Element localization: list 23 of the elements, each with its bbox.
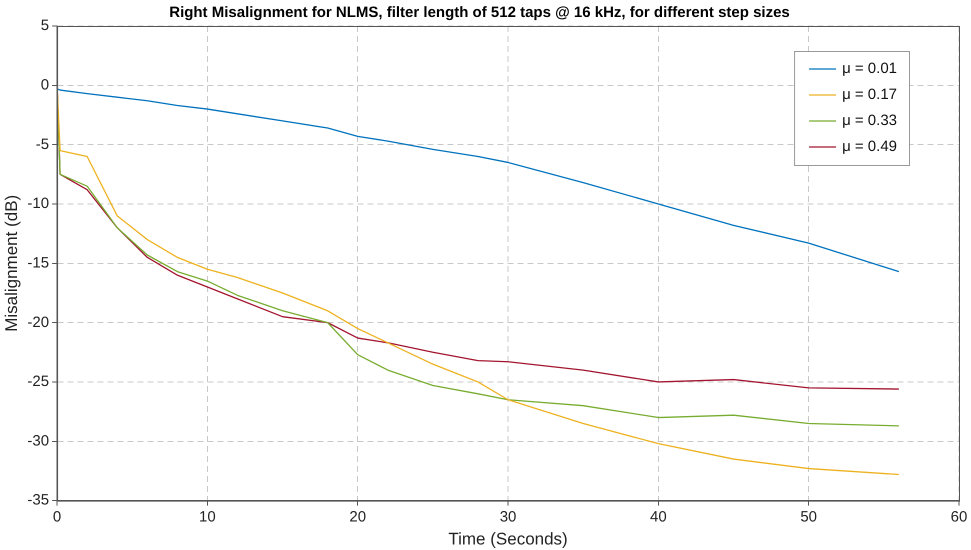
y-tick-label: 0 [40,76,50,94]
y-tick-label: -35 [27,492,50,509]
y-tick-label: -15 [27,254,50,272]
chart-title: Right Misalignment for NLMS, filter length of 512 taps @ 16 kHz, for different step sizes [169,4,790,22]
x-tick-label: 10 [199,508,216,526]
legend-label: μ = 0.49 [842,138,898,156]
legend-label: μ = 0.33 [842,112,898,130]
y-tick-label: -25 [27,373,50,390]
y-tick-label: -20 [27,314,50,331]
y-axis-title: Misalignment (dB) [2,194,21,332]
y-tick-label: -30 [27,432,50,450]
x-tick-label: 50 [800,508,818,526]
y-tick-label: -10 [27,195,50,212]
legend-label: μ = 0.17 [842,86,898,104]
x-tick-label: 20 [349,508,366,526]
x-tick-label: 30 [500,508,516,526]
x-tick-label: 60 [950,508,968,526]
x-tick-label: 40 [650,508,667,526]
y-tick-label: 5 [40,17,50,34]
legend-label: μ = 0.01 [842,60,898,78]
x-tick-label: 0 [52,508,62,526]
x-axis-title: Time (Seconds) [448,529,568,548]
y-tick-label: -5 [36,136,50,153]
